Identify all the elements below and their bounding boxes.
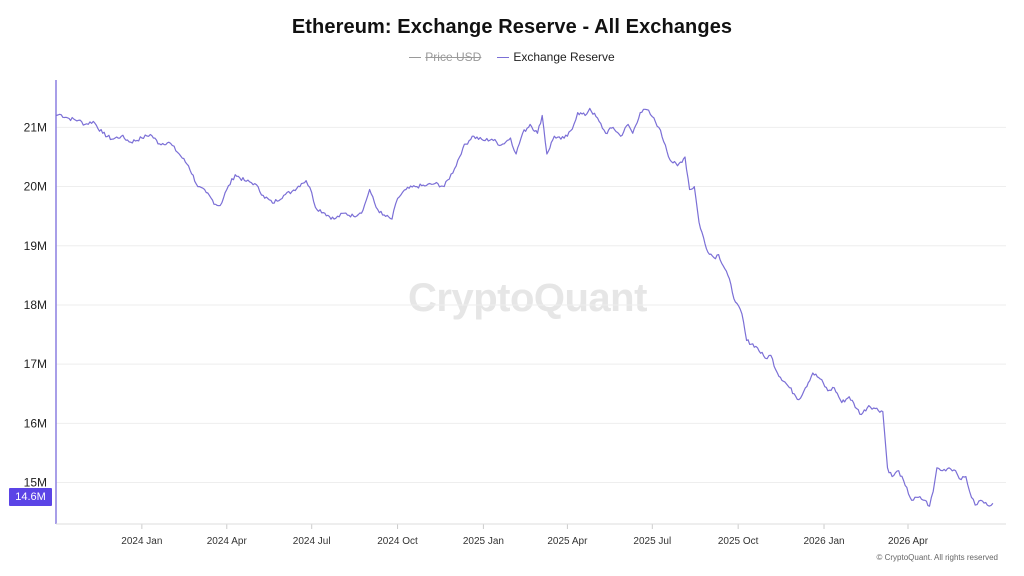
grid-lines: [56, 126, 1006, 484]
y-tick-label: 20M: [24, 180, 47, 194]
current-value-badge: 14.6M: [9, 488, 52, 506]
legend-label-price-usd: Price USD: [425, 50, 482, 64]
watermark-logo: CryptoQuant: [408, 276, 647, 320]
x-tick-label: 2025 Jan: [463, 536, 504, 547]
x-tick-label: 2026 Jan: [803, 536, 844, 547]
chart-title: Ethereum: Exchange Reserve - All Exchang…: [291, 16, 733, 38]
x-tick-label: 2024 Apr: [207, 536, 248, 547]
series-layer: [55, 107, 994, 507]
x-tick-label: 2025 Jul: [633, 536, 671, 547]
legend-swatch-price-usd: [409, 56, 422, 58]
y-tick-label: 16M: [24, 416, 47, 430]
legend-item-price-usd[interactable]: Price USD: [409, 50, 481, 64]
x-tick-label: 2025 Apr: [547, 536, 588, 547]
y-tick-label: 15M: [24, 476, 47, 490]
y-tick-label: 18M: [24, 298, 47, 312]
y-tick-label: 19M: [24, 239, 47, 253]
y-tick-label: 17M: [24, 357, 47, 371]
chart-legend: Price USD Exchange Reserve: [0, 50, 1024, 64]
x-tick-label: 2024 Oct: [377, 536, 418, 547]
y-tick-label: 21M: [24, 120, 47, 134]
x-tick-label: 2025 Oct: [718, 536, 759, 547]
x-tick-label: 2026 Apr: [888, 536, 929, 547]
copyright-text: © CryptoQuant. All rights reserved: [876, 553, 999, 562]
series-line-exchange-reserve[interactable]: [55, 107, 994, 507]
axes: [55, 80, 1006, 529]
x-tick-label: 2024 Jan: [121, 536, 162, 547]
tick-labels: 15M 16M 17M 18M 19M 20M 21M 2024 Jan 2024 Apr 202…: [24, 120, 929, 547]
x-tick-label: 2024 Jul: [293, 536, 331, 547]
legend-label-exchange-reserve: Exchange Reserve: [513, 50, 615, 64]
legend-swatch-exchange-reserve: [497, 56, 510, 58]
legend-item-exchange-reserve[interactable]: Exchange Reserve: [497, 50, 615, 64]
